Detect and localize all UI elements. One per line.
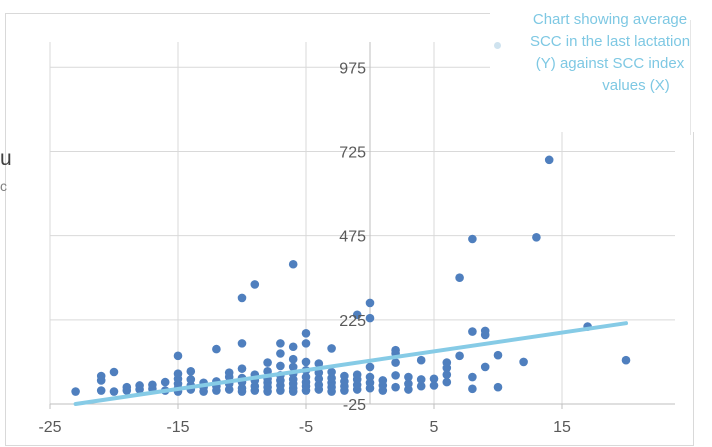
data-point (544, 155, 554, 165)
data-point (429, 374, 439, 384)
data-point (455, 351, 464, 361)
data-point (250, 280, 260, 289)
data-point (288, 342, 298, 352)
data-point (288, 354, 298, 364)
data-point (148, 380, 157, 390)
data-point (391, 382, 400, 392)
data-point (519, 357, 528, 367)
legend-line-1: Chart showing average (532, 11, 688, 28)
data-point (480, 326, 490, 336)
data-point (352, 370, 362, 380)
data-point (468, 372, 477, 382)
clipped-page-text: u (0, 147, 12, 170)
data-point (314, 359, 324, 368)
data-point (468, 327, 477, 336)
data-point (173, 351, 183, 361)
data-point (352, 310, 362, 320)
x-tick-label: -15 (166, 419, 189, 436)
clipped-page-text-2: c (0, 178, 7, 194)
data-point (186, 367, 196, 376)
data-point (532, 233, 541, 242)
data-point (416, 381, 426, 391)
data-point (288, 362, 298, 372)
data-point (301, 372, 311, 382)
data-point (365, 372, 375, 382)
data-point (493, 350, 503, 360)
data-point (237, 293, 247, 303)
data-point (340, 371, 349, 381)
x-tick-label: -25 (38, 419, 61, 436)
data-point (391, 345, 400, 355)
data-point (288, 259, 298, 269)
data-point (621, 355, 631, 365)
data-point (263, 358, 272, 367)
data-point (301, 357, 311, 367)
data-point (391, 358, 400, 367)
data-point (276, 339, 285, 348)
data-point (455, 273, 464, 283)
data-point (442, 358, 452, 367)
data-point (327, 344, 336, 353)
y-tick-label: 475 (339, 229, 366, 246)
data-point (480, 362, 490, 372)
data-point (404, 379, 413, 389)
legend-marker-icon (494, 42, 501, 49)
data-point (237, 339, 247, 348)
data-point (468, 234, 477, 244)
y-tick-label: 225 (339, 313, 366, 330)
x-tick-label: 5 (430, 419, 439, 436)
data-point (365, 313, 375, 323)
data-point (301, 328, 311, 338)
data-point (314, 374, 324, 384)
legend-line-2: SCC in the last lactation (529, 33, 691, 50)
legend-border (690, 20, 691, 135)
y-tick-label: 975 (339, 60, 366, 77)
data-point (327, 367, 336, 377)
data-point (442, 370, 452, 380)
legend-line-3: (Y) against SCC index (535, 55, 685, 72)
data-point (468, 384, 477, 394)
trendline (73, 321, 628, 406)
data-point (327, 373, 336, 383)
data-point (237, 364, 247, 373)
data-point (122, 382, 132, 392)
data-point (416, 355, 426, 365)
data-point (96, 386, 106, 395)
legend (490, 8, 712, 132)
data-point (173, 369, 183, 378)
x-tick-label: -5 (299, 419, 313, 436)
data-point (276, 361, 285, 371)
data-point (493, 382, 503, 392)
data-point (365, 362, 375, 372)
data-point (391, 371, 400, 380)
data-point (442, 377, 452, 387)
data-point (365, 298, 375, 308)
data-point (301, 339, 311, 348)
y-tick-label: 725 (339, 144, 366, 161)
data-point (314, 380, 324, 390)
data-point (160, 377, 170, 387)
legend-line-4: values (X) (602, 77, 670, 94)
data-point (212, 344, 221, 354)
data-point (109, 387, 119, 396)
data-point (96, 371, 106, 381)
data-point (237, 383, 247, 393)
data-point (224, 368, 234, 377)
data-point (109, 367, 119, 377)
data-point (404, 372, 413, 382)
data-point (186, 375, 196, 384)
data-point (135, 381, 144, 390)
x-tick-label: 15 (553, 419, 571, 436)
data-point (71, 387, 80, 396)
data-point (416, 375, 426, 384)
data-point (429, 381, 439, 390)
y-tick-label: -25 (343, 397, 366, 414)
data-point (378, 376, 388, 385)
data-point (276, 349, 285, 358)
